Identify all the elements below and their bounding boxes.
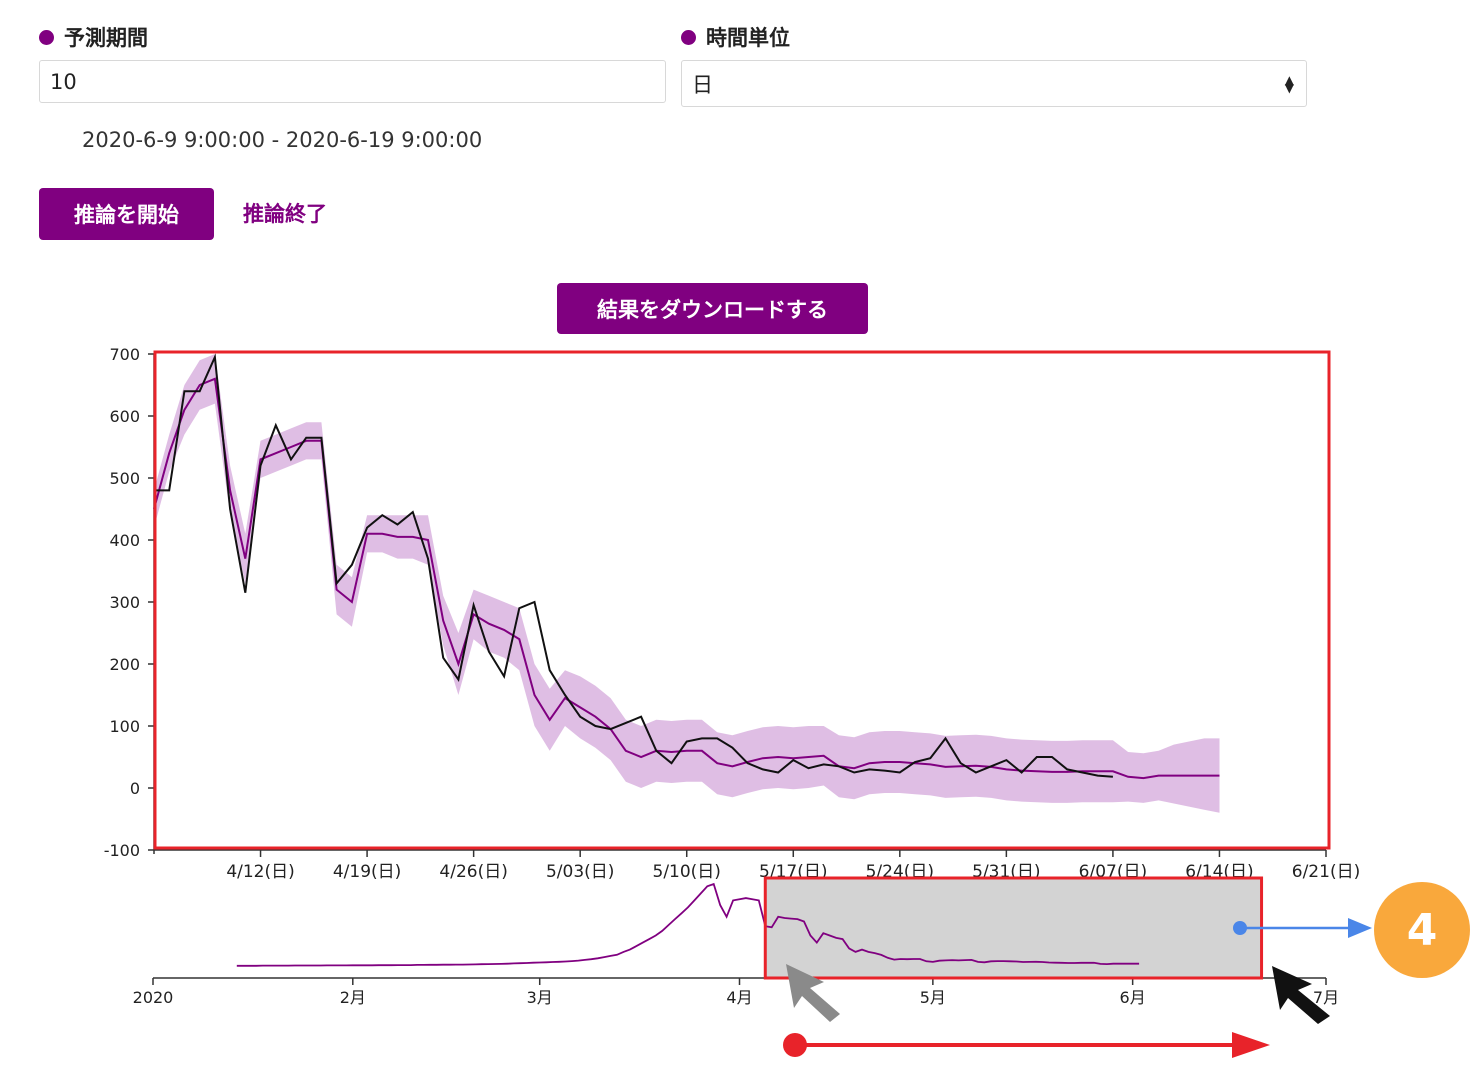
select-arrows-icon: ▲ ▼ — [1284, 72, 1294, 95]
y-tick-label: 600 — [109, 407, 140, 426]
date-range-text: 2020-6-9 9:00:00 - 2020-6-19 9:00:00 — [82, 128, 483, 152]
navigator-tick-label: 2月 — [340, 988, 366, 1007]
blue-arrow-head — [1348, 918, 1372, 938]
main-forecast-chart: 700 600 500 400 300 200 100 0 -100 4/12(日) 4/19(日)… — [104, 345, 1361, 882]
start-inference-button[interactable]: 推論を開始 — [39, 188, 214, 240]
navigator-tick-label: 4月 — [726, 988, 752, 1007]
download-results-button[interactable]: 結果をダウンロードする — [557, 283, 868, 334]
forecast-period-label: 予測期間 — [39, 22, 148, 52]
x-tick-label: 4/19(日) — [333, 862, 401, 882]
y-tick-label: 200 — [109, 655, 140, 674]
bullet-icon — [681, 29, 696, 45]
red-arrow-head — [1232, 1032, 1270, 1058]
overview-line — [236, 882, 1140, 967]
callout-badge: 4 — [1374, 882, 1470, 978]
x-tick-label: 4/12(日) — [226, 862, 294, 882]
x-tick-label: 6/21(日) — [1292, 862, 1360, 882]
y-tick-label: 100 — [109, 717, 140, 736]
forecast-period-input[interactable]: 10 — [39, 60, 666, 103]
y-tick-label: 300 — [109, 593, 140, 612]
annotations — [783, 918, 1372, 1058]
y-tick-label: 500 — [109, 469, 140, 488]
gray-cursor-icon — [786, 964, 840, 1022]
navigator-tick-label: 7月 — [1313, 988, 1339, 1007]
black-cursor-icon — [1272, 966, 1330, 1024]
y-tick-label: 0 — [130, 779, 140, 798]
x-tick-label: 4/26(日) — [439, 862, 507, 882]
chart-highlight-box — [153, 350, 1331, 850]
stop-inference-link[interactable]: 推論終了 — [243, 202, 327, 226]
selected-range-window — [765, 878, 1262, 978]
time-unit-select[interactable]: 日 ▲ ▼ — [681, 60, 1307, 107]
bullet-icon — [39, 29, 54, 45]
navigator-tick-label: 6月 — [1120, 988, 1146, 1007]
navigator-tick-label: 2020 — [133, 988, 174, 1007]
prediction-band — [154, 354, 1220, 813]
y-tick-label: -100 — [104, 841, 140, 860]
x-tick-label: 5/10(日) — [653, 862, 721, 882]
x-tick-label: 5/03(日) — [546, 862, 614, 882]
range-navigator-chart[interactable]: 2020 2月 3月 4月 5月 6月 7月 — [133, 876, 1339, 1007]
time-unit-label: 時間単位 — [681, 22, 790, 52]
y-tick-label: 700 — [109, 345, 140, 364]
navigator-tick-label: 5月 — [920, 988, 946, 1007]
actual-line — [154, 353, 1113, 778]
navigator-tick-label: 3月 — [527, 988, 553, 1007]
y-tick-label: 400 — [109, 531, 140, 550]
